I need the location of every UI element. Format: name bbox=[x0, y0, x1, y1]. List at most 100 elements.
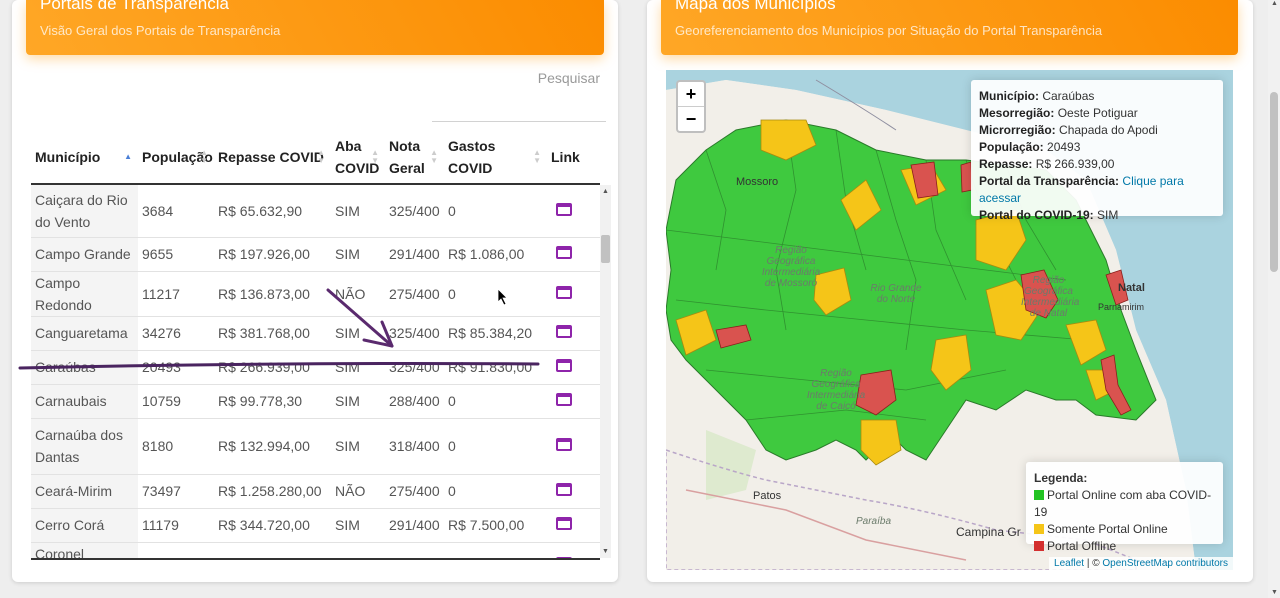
red-region[interactable] bbox=[910, 161, 939, 199]
region-label-mossoro: Região Geográfica Intermediária de Mosso… bbox=[761, 245, 821, 289]
cell-nota: 325/400 bbox=[385, 185, 444, 238]
table-scrollbar[interactable]: ▲ ▼ bbox=[600, 185, 611, 558]
cell-link[interactable] bbox=[547, 418, 600, 475]
zoom-in-button[interactable]: + bbox=[678, 82, 704, 107]
table-row[interactable]: Carnaúba dos Dantas 8180 R$ 132.994,00 SIM 3… bbox=[31, 418, 600, 475]
cell-link[interactable] bbox=[547, 185, 600, 238]
region-label-natal: Região Geográfica Intermediária de Natal bbox=[1021, 275, 1080, 319]
cell-link[interactable] bbox=[547, 316, 600, 351]
column-header-repasse[interactable]: Repasse COVID ▲ ▼ bbox=[214, 130, 331, 185]
cell-populacao: 5506 bbox=[138, 542, 214, 558]
search-label: Pesquisar bbox=[537, 70, 600, 86]
cell-link[interactable] bbox=[547, 384, 600, 419]
portal-link[interactable]: Clique para acessar bbox=[979, 174, 1184, 205]
cell-municipio: Caiçara do Rio do Vento bbox=[31, 185, 138, 238]
legend-item: Portal Offline bbox=[1034, 538, 1215, 555]
cell-nota: 325/400 bbox=[385, 316, 444, 351]
cell-nota: 275/400 bbox=[385, 542, 444, 558]
table-row[interactable]: Caiçara do Rio do Vento 3684 R$ 65.632,90 S… bbox=[31, 185, 600, 238]
table-row[interactable]: Coronel Ezequiel5506R$ 65.465,10NÃO275/4… bbox=[31, 542, 600, 558]
calendar-icon[interactable] bbox=[556, 202, 572, 216]
cell-link[interactable] bbox=[547, 237, 600, 272]
sort-icon: ▲ ▼ bbox=[371, 147, 379, 165]
yellow-region[interactable] bbox=[860, 419, 902, 466]
table-body[interactable]: Caiçara do Rio do Vento 3684 R$ 65.632,90 S… bbox=[31, 185, 600, 560]
cell-populacao: 20493 bbox=[138, 350, 214, 385]
cell-gastos: 0 bbox=[444, 418, 547, 475]
table-row[interactable]: Ceará-Mirim 73497 R$ 1.258.280,00 NÃO 275/40… bbox=[31, 474, 600, 509]
scrollbar-thumb[interactable] bbox=[1270, 92, 1278, 272]
red-region[interactable] bbox=[855, 369, 897, 416]
yellow-region[interactable] bbox=[760, 119, 817, 161]
card-header: Mapa dos Municípios Georeferenciamento d… bbox=[661, 0, 1238, 55]
scroll-up-icon[interactable]: ▲ bbox=[602, 188, 609, 195]
map-attribution: Leaflet | © OpenStreetMap contributors bbox=[1049, 557, 1233, 570]
calendar-icon[interactable] bbox=[556, 246, 572, 259]
search-field[interactable]: Pesquisar bbox=[432, 70, 610, 122]
search-input[interactable] bbox=[432, 90, 610, 122]
cell-repasse: R$ 136.873,00 bbox=[214, 271, 331, 317]
scroll-up-icon[interactable]: ▲ bbox=[1271, 0, 1278, 7]
cell-municipio: Carnaubais bbox=[31, 384, 138, 419]
calendar-icon[interactable] bbox=[556, 517, 572, 530]
cell-link[interactable] bbox=[547, 350, 600, 385]
info-microrregiao: Chapada do Apodi bbox=[1059, 123, 1158, 137]
column-header-populacao[interactable]: População ▲ ▼ bbox=[138, 130, 214, 185]
region-label-caico: Região Geográfica Intermediária de Caicó bbox=[806, 368, 866, 412]
scroll-down-icon[interactable]: ▼ bbox=[602, 548, 609, 555]
calendar-icon[interactable] bbox=[556, 393, 572, 406]
calendar-icon[interactable] bbox=[556, 483, 572, 496]
yellow-region[interactable] bbox=[813, 267, 852, 316]
table-row[interactable]: Cerro Corá 11179 R$ 344.720,00 SIM 291/400 R$… bbox=[31, 508, 600, 543]
yellow-region[interactable] bbox=[930, 334, 972, 391]
cell-nota: 275/400 bbox=[385, 474, 444, 509]
column-header-aba-covid[interactable]: Aba COVID ▲ ▼ bbox=[331, 130, 385, 185]
cell-municipio: Ceará-Mirim bbox=[31, 474, 138, 509]
zoom-control: + − bbox=[676, 80, 706, 133]
card-subtitle: Visão Geral dos Portais de Transparência bbox=[40, 23, 281, 38]
table-row[interactable]: Caraúbas 20493 R$ 266.939,00 SIM 325/400 R$ 9… bbox=[31, 350, 600, 385]
cell-aba: SIM bbox=[331, 237, 385, 272]
yellow-region[interactable] bbox=[675, 309, 717, 356]
column-header-gastos[interactable]: Gastos COVID ▲ ▼ bbox=[444, 130, 547, 185]
cell-nota: 288/400 bbox=[385, 384, 444, 419]
calendar-icon[interactable] bbox=[556, 325, 572, 338]
leaflet-link[interactable]: Leaflet bbox=[1054, 558, 1085, 569]
column-header-nota-geral[interactable]: Nota Geral ▲ ▼ bbox=[385, 130, 444, 185]
column-header-link: Link bbox=[547, 130, 600, 185]
cell-link[interactable] bbox=[547, 271, 600, 317]
cell-link[interactable] bbox=[547, 542, 600, 558]
table-row[interactable]: Canguaretama 34276 R$ 381.768,00 SIM 325/400… bbox=[31, 316, 600, 351]
cell-link[interactable] bbox=[547, 474, 600, 509]
table-row[interactable]: Campo Grande 9655 R$ 197.926,00 SIM 291/400 R… bbox=[31, 237, 600, 272]
table-row[interactable]: Carnaubais 10759 R$ 99.778,30 SIM 288/400 0 bbox=[31, 384, 600, 419]
map[interactable]: Mossoro Natal Parnamirim Patos Paraíba C… bbox=[666, 70, 1233, 570]
red-region[interactable] bbox=[1100, 354, 1132, 416]
cell-repasse: R$ 1.258.280,00 bbox=[214, 474, 331, 509]
cell-municipio: Canguaretama bbox=[31, 316, 138, 351]
scrollbar-thumb[interactable] bbox=[601, 235, 610, 263]
cell-link[interactable] bbox=[547, 508, 600, 543]
calendar-icon[interactable] bbox=[556, 438, 572, 451]
calendar-icon[interactable] bbox=[556, 359, 572, 372]
sort-icon: ▲ ▼ bbox=[533, 147, 541, 165]
calendar-icon[interactable] bbox=[556, 556, 572, 558]
red-region[interactable] bbox=[1105, 269, 1129, 306]
cell-populacao: 73497 bbox=[138, 474, 214, 509]
cell-populacao: 34276 bbox=[138, 316, 214, 351]
cell-nota: 325/400 bbox=[385, 350, 444, 385]
calendar-icon[interactable] bbox=[556, 285, 572, 299]
cell-gastos: 0 bbox=[444, 384, 547, 419]
osm-link[interactable]: OpenStreetMap contributors bbox=[1102, 558, 1228, 569]
municipality-info-box: Município: Caraúbas Mesorregião: Oeste P… bbox=[971, 80, 1223, 222]
zoom-out-button[interactable]: − bbox=[685, 109, 697, 129]
scroll-down-icon[interactable]: ▼ bbox=[1271, 589, 1278, 596]
column-header-municipio[interactable]: Município ▲ bbox=[31, 130, 138, 185]
red-region[interactable] bbox=[715, 324, 752, 349]
cell-gastos: 0 bbox=[444, 474, 547, 509]
red-region[interactable] bbox=[1020, 269, 1059, 319]
yellow-region[interactable] bbox=[1065, 319, 1107, 366]
yellow-region[interactable] bbox=[840, 179, 882, 231]
page-scrollbar[interactable]: ▲ ▼ bbox=[1268, 0, 1280, 598]
table-row[interactable]: Campo Redondo 11217 R$ 136.873,00 NÃO 275/40… bbox=[31, 271, 600, 317]
